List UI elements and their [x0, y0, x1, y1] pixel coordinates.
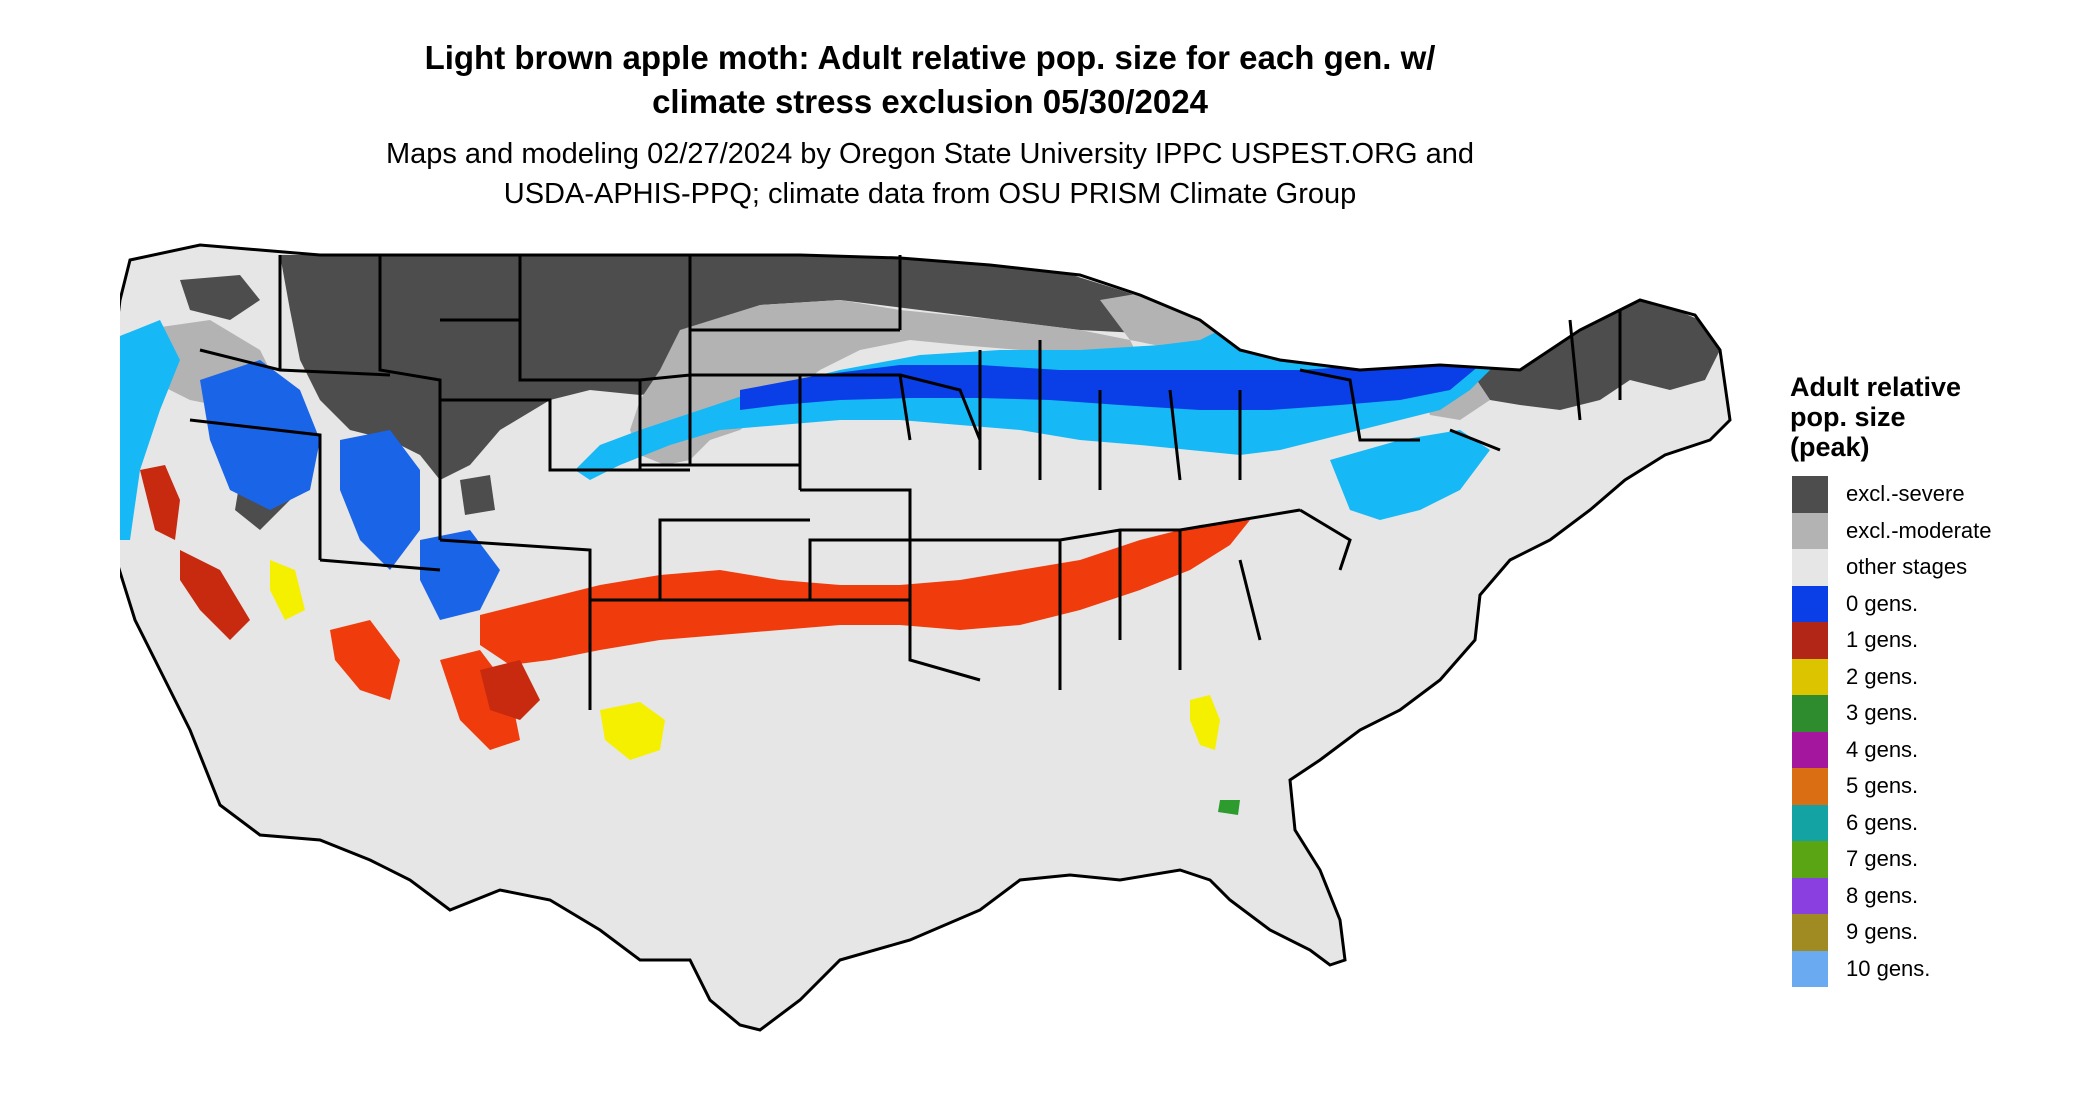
- legend-swatch: [1792, 877, 1828, 914]
- legend-swatch: [1792, 731, 1828, 768]
- zero-gen-west: [120, 320, 180, 540]
- state-border-lines: [189, 255, 1622, 710]
- map-subtitle: Maps and modeling 02/27/2024 by Oregon S…: [330, 134, 1530, 214]
- title-line-2: climate stress exclusion 05/30/2024: [652, 83, 1208, 120]
- legend-item: 0 gens.: [1792, 585, 1992, 622]
- legend-item: 10 gens.: [1792, 950, 1992, 987]
- legend-swatch: [1792, 695, 1828, 732]
- legend-swatch: [1792, 768, 1828, 805]
- legend-swatch: [1792, 476, 1828, 513]
- legend-item: 8 gens.: [1792, 877, 1992, 914]
- legend-label: 9 gens.: [1846, 919, 1919, 945]
- severe-zone-north: [280, 255, 1180, 480]
- legend-item: other stages: [1792, 549, 1992, 586]
- legend-title-line-3: (peak): [1790, 432, 1870, 462]
- map-title: Light brown apple moth: Adult relative p…: [330, 36, 1530, 124]
- legend-item: 7 gens.: [1792, 841, 1992, 878]
- zero-gen-mid-atlantic: [1330, 430, 1490, 520]
- legend-label: excl.-severe: [1846, 481, 1965, 507]
- two-gen-texas: [600, 702, 665, 760]
- legend-label: 10 gens.: [1846, 955, 1931, 981]
- us-map: [120, 243, 1732, 1032]
- legend-swatch: [1792, 804, 1828, 841]
- legend-item: 1 gens.: [1792, 622, 1992, 659]
- three-gen-keys: [1218, 800, 1240, 815]
- legend-label: 5 gens.: [1846, 773, 1919, 799]
- legend-title-line-1: Adult relative: [1790, 372, 1962, 402]
- legend-label: 4 gens.: [1846, 736, 1919, 762]
- legend-label: 1 gens.: [1846, 627, 1919, 653]
- map-fill-layer: [120, 245, 1730, 1030]
- legend-label: other stages: [1846, 554, 1968, 580]
- legend-label: 0 gens.: [1846, 590, 1919, 616]
- two-gen-florida: [1190, 695, 1220, 750]
- legend-item: 6 gens.: [1792, 804, 1992, 841]
- subtitle-line-1: Maps and modeling 02/27/2024 by Oregon S…: [385, 138, 1475, 170]
- legend-label: 3 gens.: [1846, 700, 1919, 726]
- one-gen-southern-belt: [480, 520, 1250, 665]
- legend-swatch: [1792, 585, 1828, 622]
- legend-item: 4 gens.: [1792, 731, 1992, 768]
- moderate-zone-central: [630, 300, 1140, 465]
- legend-label: 8 gens.: [1846, 882, 1919, 908]
- legend-label: excl.-moderate: [1846, 517, 1992, 543]
- zero-gen-band-dark: [740, 345, 1480, 410]
- legend-item: 3 gens.: [1792, 695, 1992, 732]
- legend-label: 7 gens.: [1846, 846, 1919, 872]
- severe-zone-west-mountains: [180, 275, 495, 530]
- state-borders: [120, 243, 1732, 1032]
- title-line-1: Light brown apple moth: Adult relative p…: [424, 39, 1436, 76]
- legend-swatch: [1792, 549, 1828, 586]
- legend-label: 2 gens.: [1846, 663, 1919, 689]
- legend-item: 5 gens.: [1792, 768, 1992, 805]
- legend: excl.-severe excl.-moderate other stages 0 …: [1792, 476, 1992, 987]
- one-gen-california: [140, 465, 250, 640]
- legend-swatch: [1792, 950, 1828, 987]
- severe-zone-northeast: [1470, 295, 1720, 410]
- one-gen-texas-west: [480, 660, 540, 720]
- legend-item: 2 gens.: [1792, 658, 1992, 695]
- legend-title: Adult relative pop. size (peak): [1790, 372, 2010, 462]
- legend-label: 6 gens.: [1846, 809, 1919, 835]
- legend-swatch: [1792, 622, 1828, 659]
- legend-item: excl.-moderate: [1792, 512, 1992, 549]
- legend-item: 9 gens.: [1792, 914, 1992, 951]
- legend-item: excl.-severe: [1792, 476, 1992, 513]
- zero-gen-rockies: [200, 360, 500, 620]
- subtitle-line-2: USDA-APHIS-PPQ; climate data from OSU PR…: [503, 178, 1357, 210]
- legend-swatch: [1792, 841, 1828, 878]
- legend-swatch: [1792, 914, 1828, 951]
- two-gen-arizona: [270, 560, 305, 620]
- one-gen-southwest: [330, 620, 520, 750]
- legend-swatch: [1792, 658, 1828, 695]
- legend-swatch: [1792, 512, 1828, 549]
- legend-title-line-2: pop. size: [1790, 402, 1906, 432]
